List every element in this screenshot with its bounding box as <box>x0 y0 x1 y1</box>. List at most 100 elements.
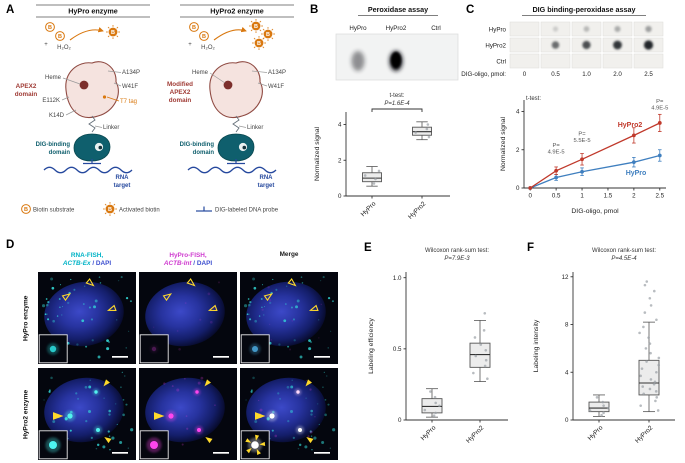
peroxidase-blot-image: HyPro HyPro2 Ctrl <box>335 25 459 81</box>
svg-text:HyPro2: HyPro2 <box>386 25 407 32</box>
svg-text:HyPro: HyPro <box>420 424 438 442</box>
micrograph-hypro-merge <box>240 272 338 364</box>
svg-text:Normalized signal: Normalized signal <box>314 127 321 182</box>
right-enzyme-title: HyPro2 enzyme <box>210 7 264 16</box>
panel-c-title: DIG binding-peroxidase assay <box>532 5 635 14</box>
panel-b: B Peroxidase assay HyPro HyPro2 Ctrl 0 2 4 No… <box>310 4 459 221</box>
svg-text:APEX2: APEX2 <box>170 89 191 96</box>
dapi-label: / DAPI <box>90 260 112 268</box>
svg-text:2: 2 <box>632 193 636 200</box>
linker-label: Linker <box>247 125 263 131</box>
panel-c-label: C <box>466 4 474 16</box>
column-header-merge: Merge <box>240 241 338 269</box>
channel-name: RNA-FISH, <box>70 251 104 259</box>
svg-text:0: 0 <box>398 417 402 424</box>
left-enzyme-title: HyPro enzyme <box>68 7 118 16</box>
svg-text:0.5: 0.5 <box>552 193 561 200</box>
svg-text:domain: domain <box>49 150 71 156</box>
heme-dot <box>79 80 89 90</box>
mutation-w41f: W41F <box>122 84 138 90</box>
svg-text:8: 8 <box>565 322 569 329</box>
svg-text:Normalized signal: Normalized signal <box>500 117 507 172</box>
svg-text:1.5: 1.5 <box>604 193 613 200</box>
svg-text:domain: domain <box>15 91 38 98</box>
svg-text:Ctrl: Ctrl <box>496 59 506 66</box>
svg-text:4: 4 <box>516 109 520 116</box>
rna-target-label: RNA <box>116 175 130 181</box>
svg-text:P=1.6E-4: P=1.6E-4 <box>384 101 410 107</box>
panel-d-label: D <box>6 239 15 251</box>
svg-text:4.9E-5: 4.9E-5 <box>548 149 565 155</box>
dapi-label: / DAPI <box>191 260 213 268</box>
legend-biotin: Biotin substrate <box>33 208 75 214</box>
svg-text:P=: P= <box>552 143 560 149</box>
svg-text:domain: domain <box>193 150 215 156</box>
mutation-a134p: A134P <box>268 70 286 76</box>
svg-text:Wilcoxon rank-sum test:: Wilcoxon rank-sum test: <box>592 248 656 254</box>
svg-text:HyPro2: HyPro2 <box>485 43 506 50</box>
svg-text:P=7.9E-3: P=7.9E-3 <box>444 256 470 262</box>
column-header-rna-fish: RNA-FISH, ACTB-Ex / DAPI <box>38 241 136 269</box>
svg-text:5.5E-5: 5.5E-5 <box>573 138 590 144</box>
svg-text:domain: domain <box>169 97 192 104</box>
h2o2-label: H₂O₂ <box>57 45 71 51</box>
svg-text:P=: P= <box>656 99 664 105</box>
t7-tag-label: T7 tag <box>120 99 137 105</box>
svg-text:4: 4 <box>565 369 569 376</box>
svg-text:HyPro2: HyPro2 <box>407 200 428 221</box>
svg-text:0: 0 <box>565 417 569 424</box>
svg-text:Wilcoxon rank-sum test:: Wilcoxon rank-sum test: <box>425 248 489 254</box>
row-label-hypro2: HyPro2 enzyme <box>22 389 30 439</box>
svg-text:2.5: 2.5 <box>644 71 653 78</box>
svg-text:0: 0 <box>523 71 527 78</box>
h2o2-label: H₂O₂ <box>201 45 215 51</box>
heme-label: Heme <box>192 70 209 76</box>
svg-text:4.9E-5: 4.9E-5 <box>651 105 668 111</box>
apex2-domain-shape <box>65 61 119 118</box>
mutation-e112k: E112K <box>42 98 60 104</box>
svg-text:t-test:: t-test: <box>389 93 404 99</box>
svg-text:Labeling intensity: Labeling intensity <box>533 319 540 372</box>
svg-text:target: target <box>114 183 131 189</box>
modified-apex2-label: Modified <box>167 81 193 88</box>
panel-f-label: F <box>527 242 534 254</box>
dig-binding-domain-shape <box>73 133 111 162</box>
svg-text:HyPro: HyPro <box>360 200 378 218</box>
panel-a-enzyme-diagram: A HyPro enzyme + H₂O₂ <box>6 4 294 217</box>
svg-text:0: 0 <box>516 185 520 192</box>
panel-e: E 0 0.5 1.0 Labeling efficiency Wilcoxon ran… <box>364 242 508 445</box>
svg-text:0.5: 0.5 <box>551 71 560 78</box>
svg-text:HyPro2: HyPro2 <box>634 424 655 445</box>
rna-target-label: RNA <box>260 175 274 181</box>
right-enzyme-diagram: HyPro2 enzyme + H₂O₂ Heme A134P W41F Mod… <box>167 4 294 189</box>
micrograph-hypro-rnafish <box>38 272 136 364</box>
column-header-hypro-fish: HyPro-FISH, ACTB-Int / DAPI <box>139 241 237 269</box>
panel-b-title: Peroxidase assay <box>368 5 428 14</box>
svg-text:0: 0 <box>528 193 532 200</box>
left-enzyme-diagram: HyPro enzyme + H₂O₂ <box>15 4 150 189</box>
plus-sign: + <box>44 42 48 48</box>
svg-text:HyPro: HyPro <box>626 170 647 177</box>
panel-f: F 0 4 8 12 Labeling intensity Wilcoxon rank-s… <box>527 242 675 445</box>
panel-a-label: A <box>6 4 14 16</box>
gene-name: ACTB-Ex <box>62 260 91 268</box>
svg-text:HyPro: HyPro <box>349 25 367 32</box>
heme-label: Heme <box>45 75 62 81</box>
panel-d-micrographs: D RNA-FISH, ACTB-Ex / DAPI HyPro-FISH, A… <box>2 238 362 463</box>
svg-text:target: target <box>258 183 275 189</box>
labeling-efficiency-boxplot: 0 0.5 1.0 Labeling efficiency Wilcoxon rank-… <box>368 248 508 445</box>
svg-text:0.5: 0.5 <box>393 346 402 353</box>
svg-text:HyPro2: HyPro2 <box>465 424 486 445</box>
reaction-arrow <box>213 26 247 41</box>
micrograph-hypro2-merge <box>240 368 338 460</box>
svg-text:HyPro: HyPro <box>587 424 605 442</box>
svg-text:2.5: 2.5 <box>655 193 664 200</box>
gene-name: ACTB-Int <box>163 260 192 268</box>
svg-text:2.0: 2.0 <box>613 71 622 78</box>
svg-text:Ctrl: Ctrl <box>431 25 441 32</box>
micrograph-hypro2-rnafish <box>38 368 136 460</box>
svg-text:2: 2 <box>338 157 342 164</box>
legend: Biotin substrate Activated biotin DIG-la… <box>21 201 279 217</box>
svg-text:2: 2 <box>516 147 520 154</box>
